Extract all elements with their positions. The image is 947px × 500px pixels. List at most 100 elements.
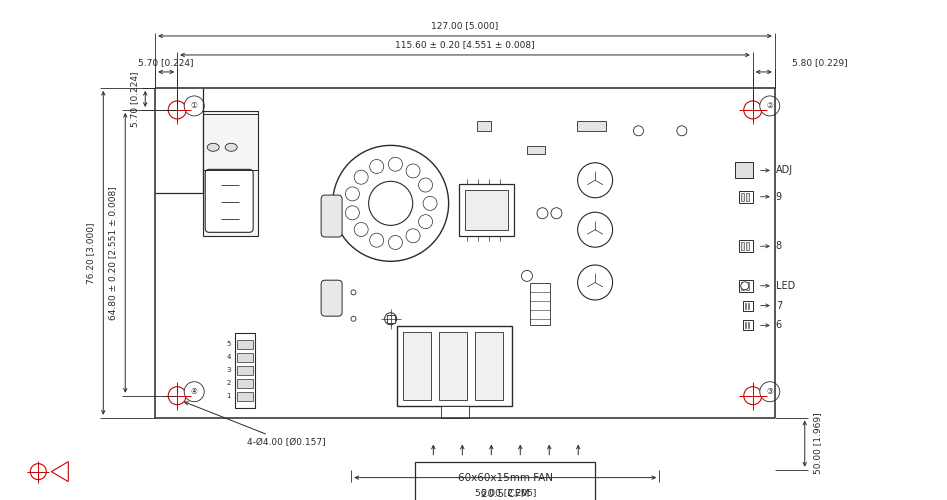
Circle shape [578,163,613,198]
Bar [438,332,467,400]
Bar [235,332,255,407]
Circle shape [677,126,687,136]
Bar [741,282,743,290]
Bar [741,193,743,200]
Text: 50.00 [1.969]: 50.00 [1.969] [813,413,822,474]
Bar [742,320,753,330]
Circle shape [759,382,779,402]
Circle shape [369,233,384,247]
Text: LED: LED [776,281,795,291]
Bar [735,162,753,178]
Circle shape [346,187,360,201]
Text: 5.80 [0.229]: 5.80 [0.229] [792,58,848,67]
Circle shape [185,382,205,402]
Text: 127.00 [5.000]: 127.00 [5.000] [432,21,499,30]
Bar [416,462,596,500]
Circle shape [419,214,433,228]
Bar [237,392,253,400]
Bar [530,284,550,326]
Circle shape [354,170,368,184]
Text: 5.70 [0.224]: 5.70 [0.224] [138,58,194,67]
Bar [402,332,431,400]
Bar [739,240,753,252]
Circle shape [578,265,613,300]
Circle shape [351,290,356,295]
Bar [744,302,746,308]
Text: 76.20 [3.000]: 76.20 [3.000] [86,222,96,284]
Ellipse shape [207,144,219,152]
Text: 60x60x15mm FAN: 60x60x15mm FAN [457,472,553,482]
FancyBboxPatch shape [321,195,342,237]
Circle shape [634,126,643,136]
Circle shape [384,313,397,325]
Circle shape [368,182,413,226]
Bar [237,352,253,362]
Circle shape [332,146,449,262]
Bar [477,121,491,131]
Circle shape [388,236,402,250]
Bar [577,121,606,131]
Bar [465,190,508,230]
FancyBboxPatch shape [321,280,342,316]
Bar [742,300,753,310]
Bar [746,242,749,250]
Circle shape [346,206,360,220]
Text: 3: 3 [226,367,231,373]
Circle shape [759,96,779,116]
Text: 8: 8 [776,241,782,251]
Circle shape [30,464,46,479]
Text: 6: 6 [776,320,782,330]
Bar [474,332,503,400]
Polygon shape [51,462,68,481]
Bar [237,378,253,388]
Circle shape [743,386,761,404]
Bar [746,193,749,200]
Bar [527,146,545,154]
Circle shape [388,157,402,171]
Ellipse shape [225,144,237,152]
Text: 4-Ø4.00 [Ø0.157]: 4-Ø4.00 [Ø0.157] [185,402,326,446]
Text: 56.00 [2.205]: 56.00 [2.205] [474,488,536,496]
Circle shape [537,208,548,218]
Bar [204,111,259,236]
Text: 5: 5 [227,341,231,347]
Circle shape [743,101,761,119]
Bar [748,322,749,328]
Bar [397,326,511,406]
FancyBboxPatch shape [386,315,395,323]
Circle shape [522,270,532,281]
Text: ②: ② [766,102,773,110]
Bar [739,191,753,202]
Circle shape [551,208,562,218]
Text: 1: 1 [226,393,231,399]
Circle shape [406,164,420,178]
Bar [237,366,253,374]
Bar [746,282,749,290]
Circle shape [354,222,368,236]
Bar [739,280,753,292]
Text: ADJ: ADJ [776,166,793,175]
Text: 7: 7 [776,300,782,310]
Text: ①: ① [190,102,198,110]
Circle shape [423,196,438,210]
Bar [748,302,749,308]
Circle shape [351,316,356,322]
Text: 64.80 ± 0.20 [2.551 ± 0.008]: 64.80 ± 0.20 [2.551 ± 0.008] [108,186,117,320]
Bar [744,322,746,328]
Bar [741,242,743,250]
Circle shape [406,229,420,243]
Circle shape [578,212,613,247]
Text: ④: ④ [190,387,198,396]
Circle shape [369,160,384,173]
Text: 115.60 ± 0.20 [4.551 ± 0.008]: 115.60 ± 0.20 [4.551 ± 0.008] [395,40,535,49]
Circle shape [741,282,749,290]
Text: 2: 2 [227,380,231,386]
Circle shape [185,96,205,116]
Bar [458,184,514,236]
Circle shape [169,101,187,119]
Text: 5.70 [0.224]: 5.70 [0.224] [131,71,139,126]
FancyBboxPatch shape [205,170,253,232]
Bar [440,406,469,417]
Text: 20.5 CFM: 20.5 CFM [481,488,529,498]
Circle shape [419,178,433,192]
